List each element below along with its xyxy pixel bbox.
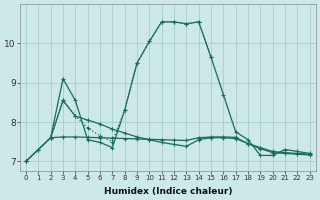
X-axis label: Humidex (Indice chaleur): Humidex (Indice chaleur) — [104, 187, 232, 196]
